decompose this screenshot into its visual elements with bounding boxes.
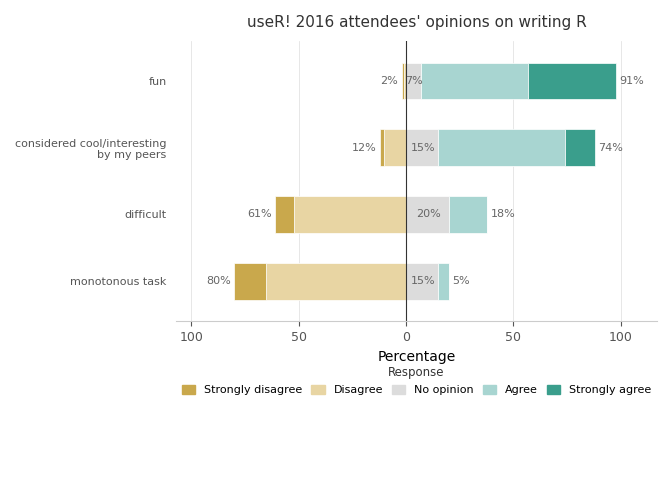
Bar: [406, 62, 421, 99]
Bar: [528, 62, 616, 99]
Bar: [384, 129, 406, 166]
Legend: Strongly disagree, Disagree, No opinion, Agree, Strongly agree: Strongly disagree, Disagree, No opinion,…: [177, 362, 656, 400]
Bar: [234, 263, 266, 300]
Bar: [421, 62, 528, 99]
Text: 80%: 80%: [206, 276, 231, 286]
Title: useR! 2016 attendees' opinions on writing R: useR! 2016 attendees' opinions on writin…: [247, 15, 587, 30]
Text: 12%: 12%: [352, 143, 377, 153]
Text: 15%: 15%: [411, 276, 435, 286]
Text: 15%: 15%: [411, 143, 435, 153]
Text: 20%: 20%: [416, 209, 441, 219]
Text: 61%: 61%: [247, 209, 271, 219]
Bar: [406, 263, 438, 300]
Text: 18%: 18%: [491, 209, 515, 219]
Bar: [404, 62, 406, 99]
X-axis label: Percentage: Percentage: [378, 349, 456, 363]
Bar: [380, 129, 384, 166]
Bar: [406, 129, 438, 166]
Text: 5%: 5%: [452, 276, 470, 286]
Bar: [406, 196, 449, 233]
Bar: [266, 263, 406, 300]
Bar: [438, 263, 449, 300]
Bar: [294, 196, 406, 233]
Text: 2%: 2%: [380, 76, 398, 86]
Bar: [402, 62, 404, 99]
Bar: [275, 196, 294, 233]
Text: 91%: 91%: [620, 76, 644, 86]
Bar: [438, 129, 564, 166]
Text: 74%: 74%: [598, 143, 623, 153]
Bar: [564, 129, 595, 166]
Text: 7%: 7%: [406, 76, 423, 86]
Bar: [449, 196, 487, 233]
